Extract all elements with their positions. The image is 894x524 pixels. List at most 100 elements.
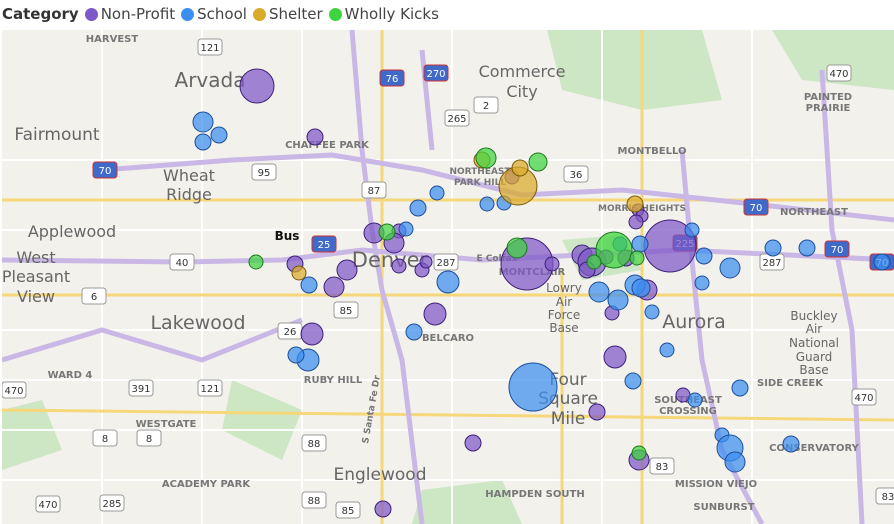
location-marker[interactable] [607,289,629,311]
road-shield [824,240,850,258]
location-marker[interactable] [306,128,324,146]
road-shield [563,165,589,183]
location-marker[interactable] [239,68,275,104]
road-shield-label: 265 [447,114,466,125]
location-marker[interactable] [695,247,713,265]
location-marker[interactable] [436,270,460,294]
place-label: Applewood [28,222,116,241]
legend-label: School [197,5,247,23]
location-marker[interactable] [631,445,647,461]
place-label: CHAFFEE PARK [285,140,370,151]
location-marker[interactable] [287,346,305,364]
location-marker[interactable] [719,257,741,279]
location-marker[interactable] [192,111,214,133]
road-shield-label: 470 [829,69,848,80]
location-marker[interactable] [210,126,228,144]
location-marker[interactable] [419,255,433,269]
location-marker[interactable] [631,235,649,253]
legend-item[interactable]: Shelter [252,5,323,23]
location-marker[interactable] [684,222,700,238]
road-shield-label: 70 [831,245,844,256]
location-marker[interactable] [873,253,891,271]
place-label: View [17,287,55,306]
road-shield [81,287,107,305]
place-label: CONSERVATORY [769,443,859,454]
location-marker[interactable] [544,256,560,272]
location-marker[interactable] [391,258,407,274]
road-shield-label: 470 [38,500,57,511]
road-shield [361,181,387,199]
location-marker[interactable] [374,500,392,518]
place-label: Buckley [790,309,837,323]
location-marker[interactable] [687,392,703,408]
road-shield [311,235,337,253]
place-label: SUNBURST [693,502,754,513]
road-shield [379,69,405,87]
place-label: Arvada [175,68,246,92]
legend-item[interactable]: Non-Profit [84,5,175,23]
location-marker[interactable] [429,185,445,201]
location-marker[interactable] [588,403,606,421]
road-shield-label: 83 [656,462,669,473]
location-marker[interactable] [194,133,212,151]
location-marker[interactable] [508,362,558,412]
location-marker[interactable] [628,214,644,230]
location-marker[interactable] [626,195,644,213]
place-label: Pleasant [2,267,70,286]
road-shield [99,494,125,512]
location-marker[interactable] [300,322,324,346]
road-shield-label: 8 [146,434,152,445]
place-label: HAMPDEN SOUTH [485,489,584,500]
location-marker[interactable] [644,304,660,320]
location-marker[interactable] [323,276,345,298]
legend-item[interactable]: Wholly Kicks [328,5,439,23]
location-marker[interactable] [464,434,482,452]
place-label: NORTHEAST [449,167,511,177]
location-marker[interactable] [624,372,642,390]
location-marker[interactable] [782,435,800,453]
legend-swatch [328,7,342,21]
location-marker[interactable] [603,345,627,369]
road-shield-label: 88 [308,496,321,507]
road-shield [301,434,327,452]
place-label: NORTHEAST [780,207,848,218]
place-label: Bus [275,229,300,243]
location-marker[interactable] [586,254,602,270]
location-marker[interactable] [764,239,782,257]
location-marker[interactable] [724,451,746,473]
location-marker[interactable] [398,221,414,237]
place-label: Englewood [334,465,427,485]
location-marker[interactable] [409,199,427,217]
legend-label: Wholly Kicks [344,5,439,23]
location-marker[interactable] [291,265,307,281]
location-marker[interactable] [300,276,318,294]
location-marker[interactable] [475,147,497,169]
location-marker[interactable] [588,281,610,303]
location-marker[interactable] [595,231,633,269]
place-label: Base [799,363,828,377]
place-label: HARVEST [86,34,139,45]
location-marker[interactable] [629,250,645,266]
legend-item[interactable]: School [181,5,247,23]
location-marker[interactable] [378,223,396,241]
location-marker[interactable] [528,152,548,172]
road-shield-label: 36 [570,170,583,181]
road-shield-label: 40 [176,258,189,269]
location-marker[interactable] [631,278,651,298]
location-marker[interactable] [659,342,675,358]
location-marker[interactable] [731,379,749,397]
location-marker[interactable] [423,302,447,326]
place-label: National [789,336,839,350]
location-marker[interactable] [694,275,710,291]
location-marker[interactable] [248,254,264,270]
place-label: Four [549,370,586,390]
location-marker[interactable] [506,237,528,259]
road-shield-label: 270 [426,69,445,80]
place-label: RUBY HILL [304,375,363,386]
location-marker[interactable] [511,159,529,177]
place-label: Air [806,322,823,336]
location-marker[interactable] [798,239,816,257]
location-marker[interactable] [479,196,495,212]
location-marker[interactable] [405,323,423,341]
location-marker[interactable] [336,259,358,281]
